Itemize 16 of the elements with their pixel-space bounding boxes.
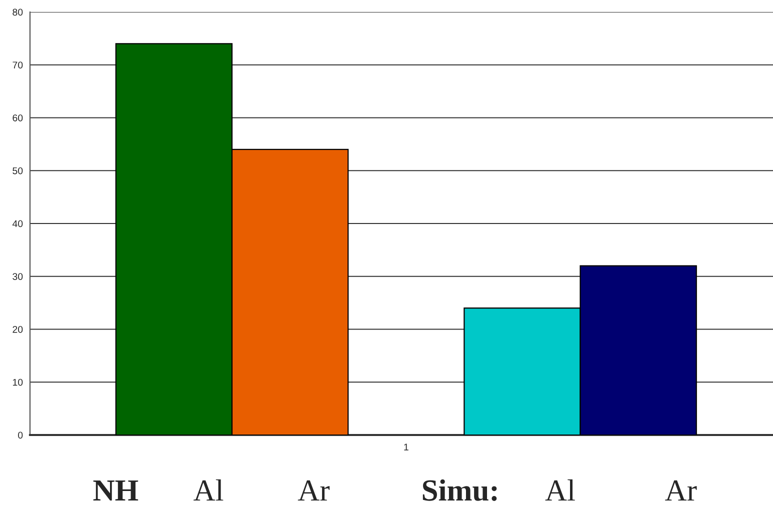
text: Al bbox=[194, 479, 224, 501]
y-tick-label: 10 bbox=[12, 378, 23, 386]
y-tick-label: 60 bbox=[12, 114, 23, 122]
y-tick-label: 40 bbox=[12, 220, 23, 228]
text: NH bbox=[93, 480, 138, 501]
y-tick-label: 80 bbox=[12, 8, 23, 16]
y-tick-label: 70 bbox=[12, 62, 23, 68]
y-tick-label: 50 bbox=[12, 167, 23, 174]
y-tick-label: 0 bbox=[18, 432, 23, 439]
x-tick-label: 1 bbox=[404, 444, 408, 450]
y-tick-label: 30 bbox=[12, 273, 23, 280]
text: Ar bbox=[298, 480, 330, 501]
text: Simu: bbox=[422, 479, 497, 501]
text: Ar bbox=[665, 480, 697, 501]
y-tick-label: 20 bbox=[12, 326, 23, 333]
text: Al bbox=[545, 479, 575, 501]
